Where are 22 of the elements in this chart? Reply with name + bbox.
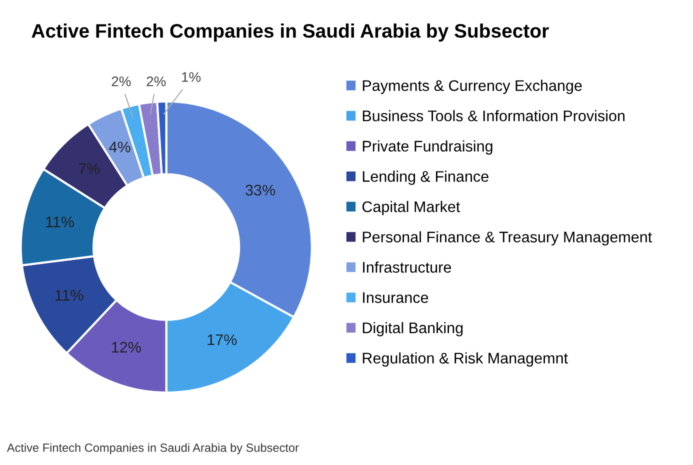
data-label: 11% [55,290,84,301]
data-label: 12% [112,342,141,353]
legend-label: Business Tools & Information Provision [362,110,624,122]
chart-title: Active Fintech Companies in Saudi Arabia by Subsector [32,23,549,42]
data-label: 7% [78,163,100,174]
legend-label: Capital Market [362,200,460,216]
legend-label: Payments & Currency Exchange [362,80,582,94]
data-label: 11% [46,216,74,228]
legend-label: Digital Banking [362,322,463,336]
data-label: 4% [109,142,130,152]
legend-label: Lending & Finance [362,170,488,185]
data-label: 1% [182,72,201,82]
text: Active Fintech Companies in Saudi Arabia by Subsector [6,443,299,454]
data-label: 33% [246,184,276,196]
data-label: 2% [146,76,166,86]
legend-label: Regulation & Risk Managemnt [362,352,568,367]
legend-label: Insurance [363,292,428,304]
data-label: 2% [112,76,131,86]
legend-label: Infrastructure [363,262,451,273]
legend-label: Private Fundraising [362,140,492,155]
legend-label: Personal Finance & Treasury Management [362,231,652,246]
data-label: 17% [208,334,237,346]
